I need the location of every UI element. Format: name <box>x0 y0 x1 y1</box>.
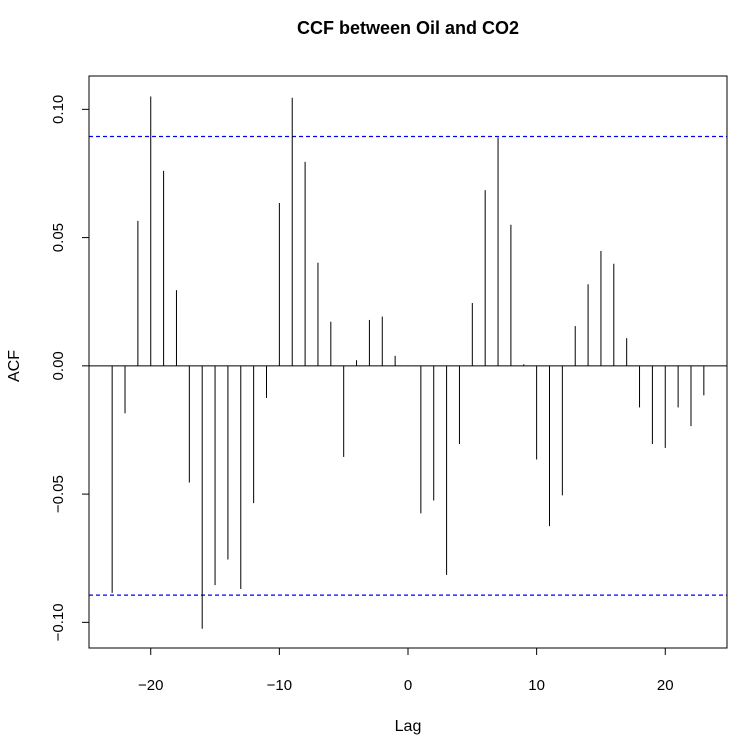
y-axis-label: ACF <box>6 350 23 382</box>
x-tick-label: 0 <box>404 677 412 694</box>
chart-title: CCF between Oil and CO2 <box>297 18 519 38</box>
y-tick-label: 0.10 <box>50 95 67 124</box>
y-tick-label: −0.10 <box>50 603 67 641</box>
y-tick-label: 0.05 <box>50 223 67 252</box>
x-axis: −20 −10 0 10 20 <box>138 647 674 694</box>
x-tick-label: 10 <box>528 677 545 694</box>
confidence-bounds <box>89 135 727 596</box>
x-axis-label: Lag <box>395 718 422 735</box>
x-tick-label: −20 <box>138 677 163 694</box>
ccf-bars <box>111 96 705 629</box>
y-axis: −0.10 −0.05 0.00 0.05 0.10 <box>50 95 90 641</box>
x-tick-label: 20 <box>657 677 674 694</box>
y-tick-label: −0.05 <box>50 475 67 513</box>
x-tick-label: −10 <box>267 677 292 694</box>
plot-frame <box>88 75 728 649</box>
y-tick-label: 0.00 <box>50 351 67 380</box>
